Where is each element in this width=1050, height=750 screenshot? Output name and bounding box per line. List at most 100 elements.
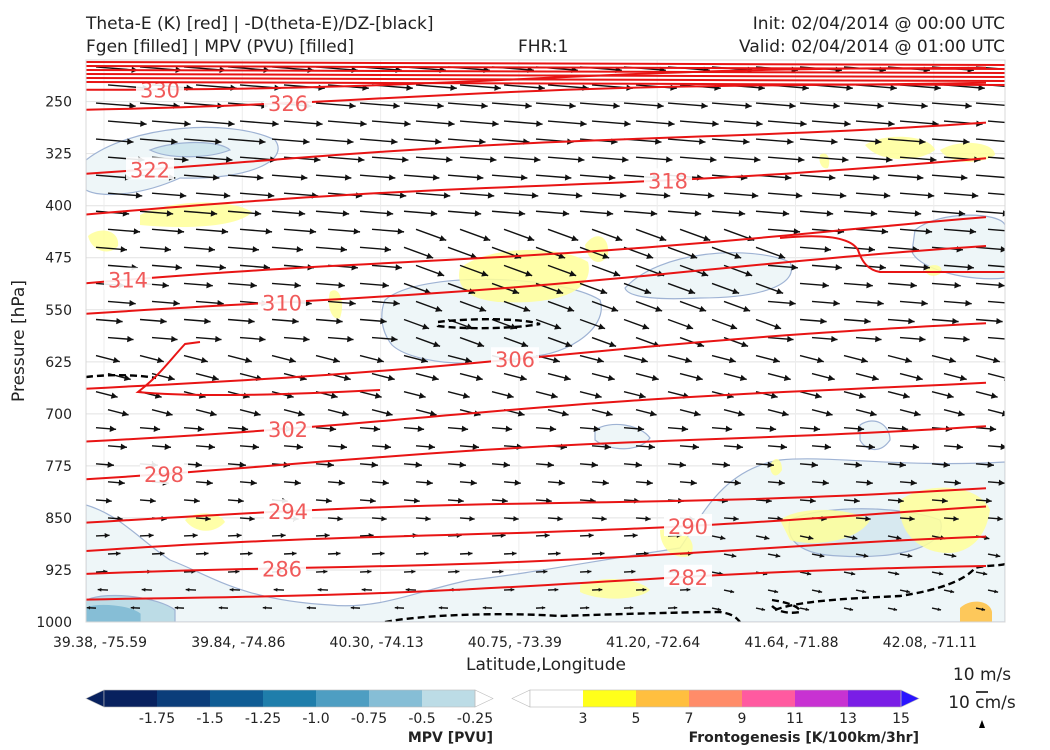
title-valid: Valid: 02/04/2014 @ 01:00 UTC	[739, 37, 1005, 57]
wind-arrowhead	[858, 392, 866, 399]
wind-arrowhead	[1016, 192, 1022, 198]
wind-vector	[359, 102, 400, 107]
wind-arrowhead	[235, 569, 240, 574]
wind-arrowhead	[645, 516, 651, 522]
wind-arrowhead	[818, 589, 823, 594]
wind-arrowhead	[866, 479, 873, 486]
colorbar-swatch	[689, 690, 743, 707]
wind-arrowhead	[789, 102, 796, 109]
filled-region	[185, 513, 225, 531]
wind-arrowhead	[211, 374, 219, 381]
wind-arrowhead	[175, 264, 182, 271]
wind-vector	[283, 120, 323, 125]
wind-arrowhead	[909, 516, 915, 522]
wind-arrowhead	[781, 410, 789, 417]
wind-arrowhead	[205, 516, 211, 522]
wind-vector	[315, 138, 354, 143]
wind-vector	[547, 84, 589, 89]
wind-arrowhead	[681, 425, 689, 433]
wind-arrowhead	[164, 246, 171, 253]
colorbar-title: MPV [PVU]	[408, 730, 493, 746]
theta-e-contour-label: 298	[140, 461, 188, 487]
axis-ticks: 250 325 400 475 550 625 700 775 850 925 1000 39.38,…	[36, 95, 977, 651]
wind-arrowhead	[879, 264, 886, 271]
title-line1-left: Theta-E (K) [red] | -D(theta-E)/DZ-[blac…	[86, 14, 434, 34]
wind-arrowhead	[369, 497, 376, 504]
contour-label-bg	[664, 514, 712, 537]
wind-arrowhead	[692, 443, 700, 450]
wind-arrowhead	[998, 479, 1005, 486]
wind-arrowhead	[989, 425, 997, 433]
filled-region	[859, 420, 891, 450]
wind-arrowhead	[121, 410, 129, 417]
wind-arrowhead	[717, 607, 722, 611]
wind-arrowhead	[461, 425, 469, 433]
wind-vector	[723, 120, 763, 125]
wind-arrowhead	[741, 341, 749, 348]
wind-vector	[491, 102, 532, 107]
wind-arrowhead	[604, 443, 612, 450]
wind-vector	[415, 120, 455, 125]
colorbar-outline	[529, 689, 902, 708]
theta-e-contour-label: 286	[258, 556, 306, 581]
wind-arrowhead	[520, 174, 528, 181]
x-tick-label: 39.38, -75.59	[53, 635, 147, 651]
wind-arrowhead	[982, 571, 988, 576]
wind-arrowhead	[734, 252, 742, 259]
wind-arrowhead	[1020, 120, 1026, 126]
wind-arrowhead	[853, 497, 860, 504]
wind-arrowhead	[476, 174, 484, 181]
wind-arrowhead	[776, 288, 784, 295]
wind-vector	[447, 102, 488, 107]
wind-arrowhead	[736, 443, 744, 450]
x-tick-label: 40.30, -74.13	[330, 635, 424, 651]
wind-arrowhead	[479, 138, 486, 145]
wind-arrowhead	[774, 323, 782, 330]
wind-arrowhead	[554, 323, 562, 330]
wind-arrowhead	[699, 138, 706, 145]
wind-arrowhead	[863, 553, 869, 558]
wind-arrowhead	[992, 357, 1000, 364]
wind-arrowhead	[753, 156, 761, 163]
wind-arrowhead	[600, 288, 608, 295]
wind-arrowhead	[688, 288, 696, 295]
wind-arrowhead	[730, 323, 738, 330]
wind-vector	[547, 120, 587, 125]
wind-arrowhead	[831, 138, 838, 145]
wind-arrowhead	[523, 305, 531, 312]
wind-arrowhead	[219, 264, 226, 271]
wind-arrowhead	[527, 235, 535, 242]
wind-arrowhead	[787, 138, 794, 145]
wind-arrowhead	[601, 516, 607, 522]
wind-arrowhead	[915, 374, 923, 381]
wind-arrowhead	[343, 374, 351, 381]
wind-arrowhead	[401, 156, 409, 163]
wind-arrowhead	[300, 174, 308, 181]
wind-arrowhead	[694, 210, 702, 217]
wind-arrowhead	[929, 156, 937, 163]
wind-arrowhead	[209, 410, 217, 417]
colorbar-tick-label: 5	[632, 711, 641, 727]
wind-arrowhead	[642, 323, 650, 330]
wind-arrowhead	[811, 461, 818, 468]
wind-arrowhead	[569, 102, 576, 109]
wind-vector	[535, 102, 576, 107]
wind-arrowhead	[632, 533, 638, 538]
theta-e-contour	[86, 565, 987, 601]
wind-arrowhead	[306, 606, 311, 610]
wind-arrowhead	[963, 335, 970, 343]
wind-arrowhead	[789, 300, 796, 307]
wind-arrowhead	[448, 120, 455, 127]
wind-arrowhead	[767, 461, 774, 468]
wind-arrowhead	[250, 479, 257, 486]
wind-arrowhead	[393, 102, 400, 109]
wind-arrowhead	[382, 282, 389, 289]
colorbar-swatch	[157, 690, 211, 707]
wind-arrowhead	[397, 228, 405, 235]
theta-e-contour-label: 314	[104, 267, 152, 293]
wind-arrowhead	[511, 551, 517, 556]
wind-arrowhead	[896, 535, 902, 541]
wind-arrowhead	[594, 392, 602, 399]
wind-arrowhead	[248, 317, 255, 325]
wind-arrowhead	[521, 341, 529, 348]
